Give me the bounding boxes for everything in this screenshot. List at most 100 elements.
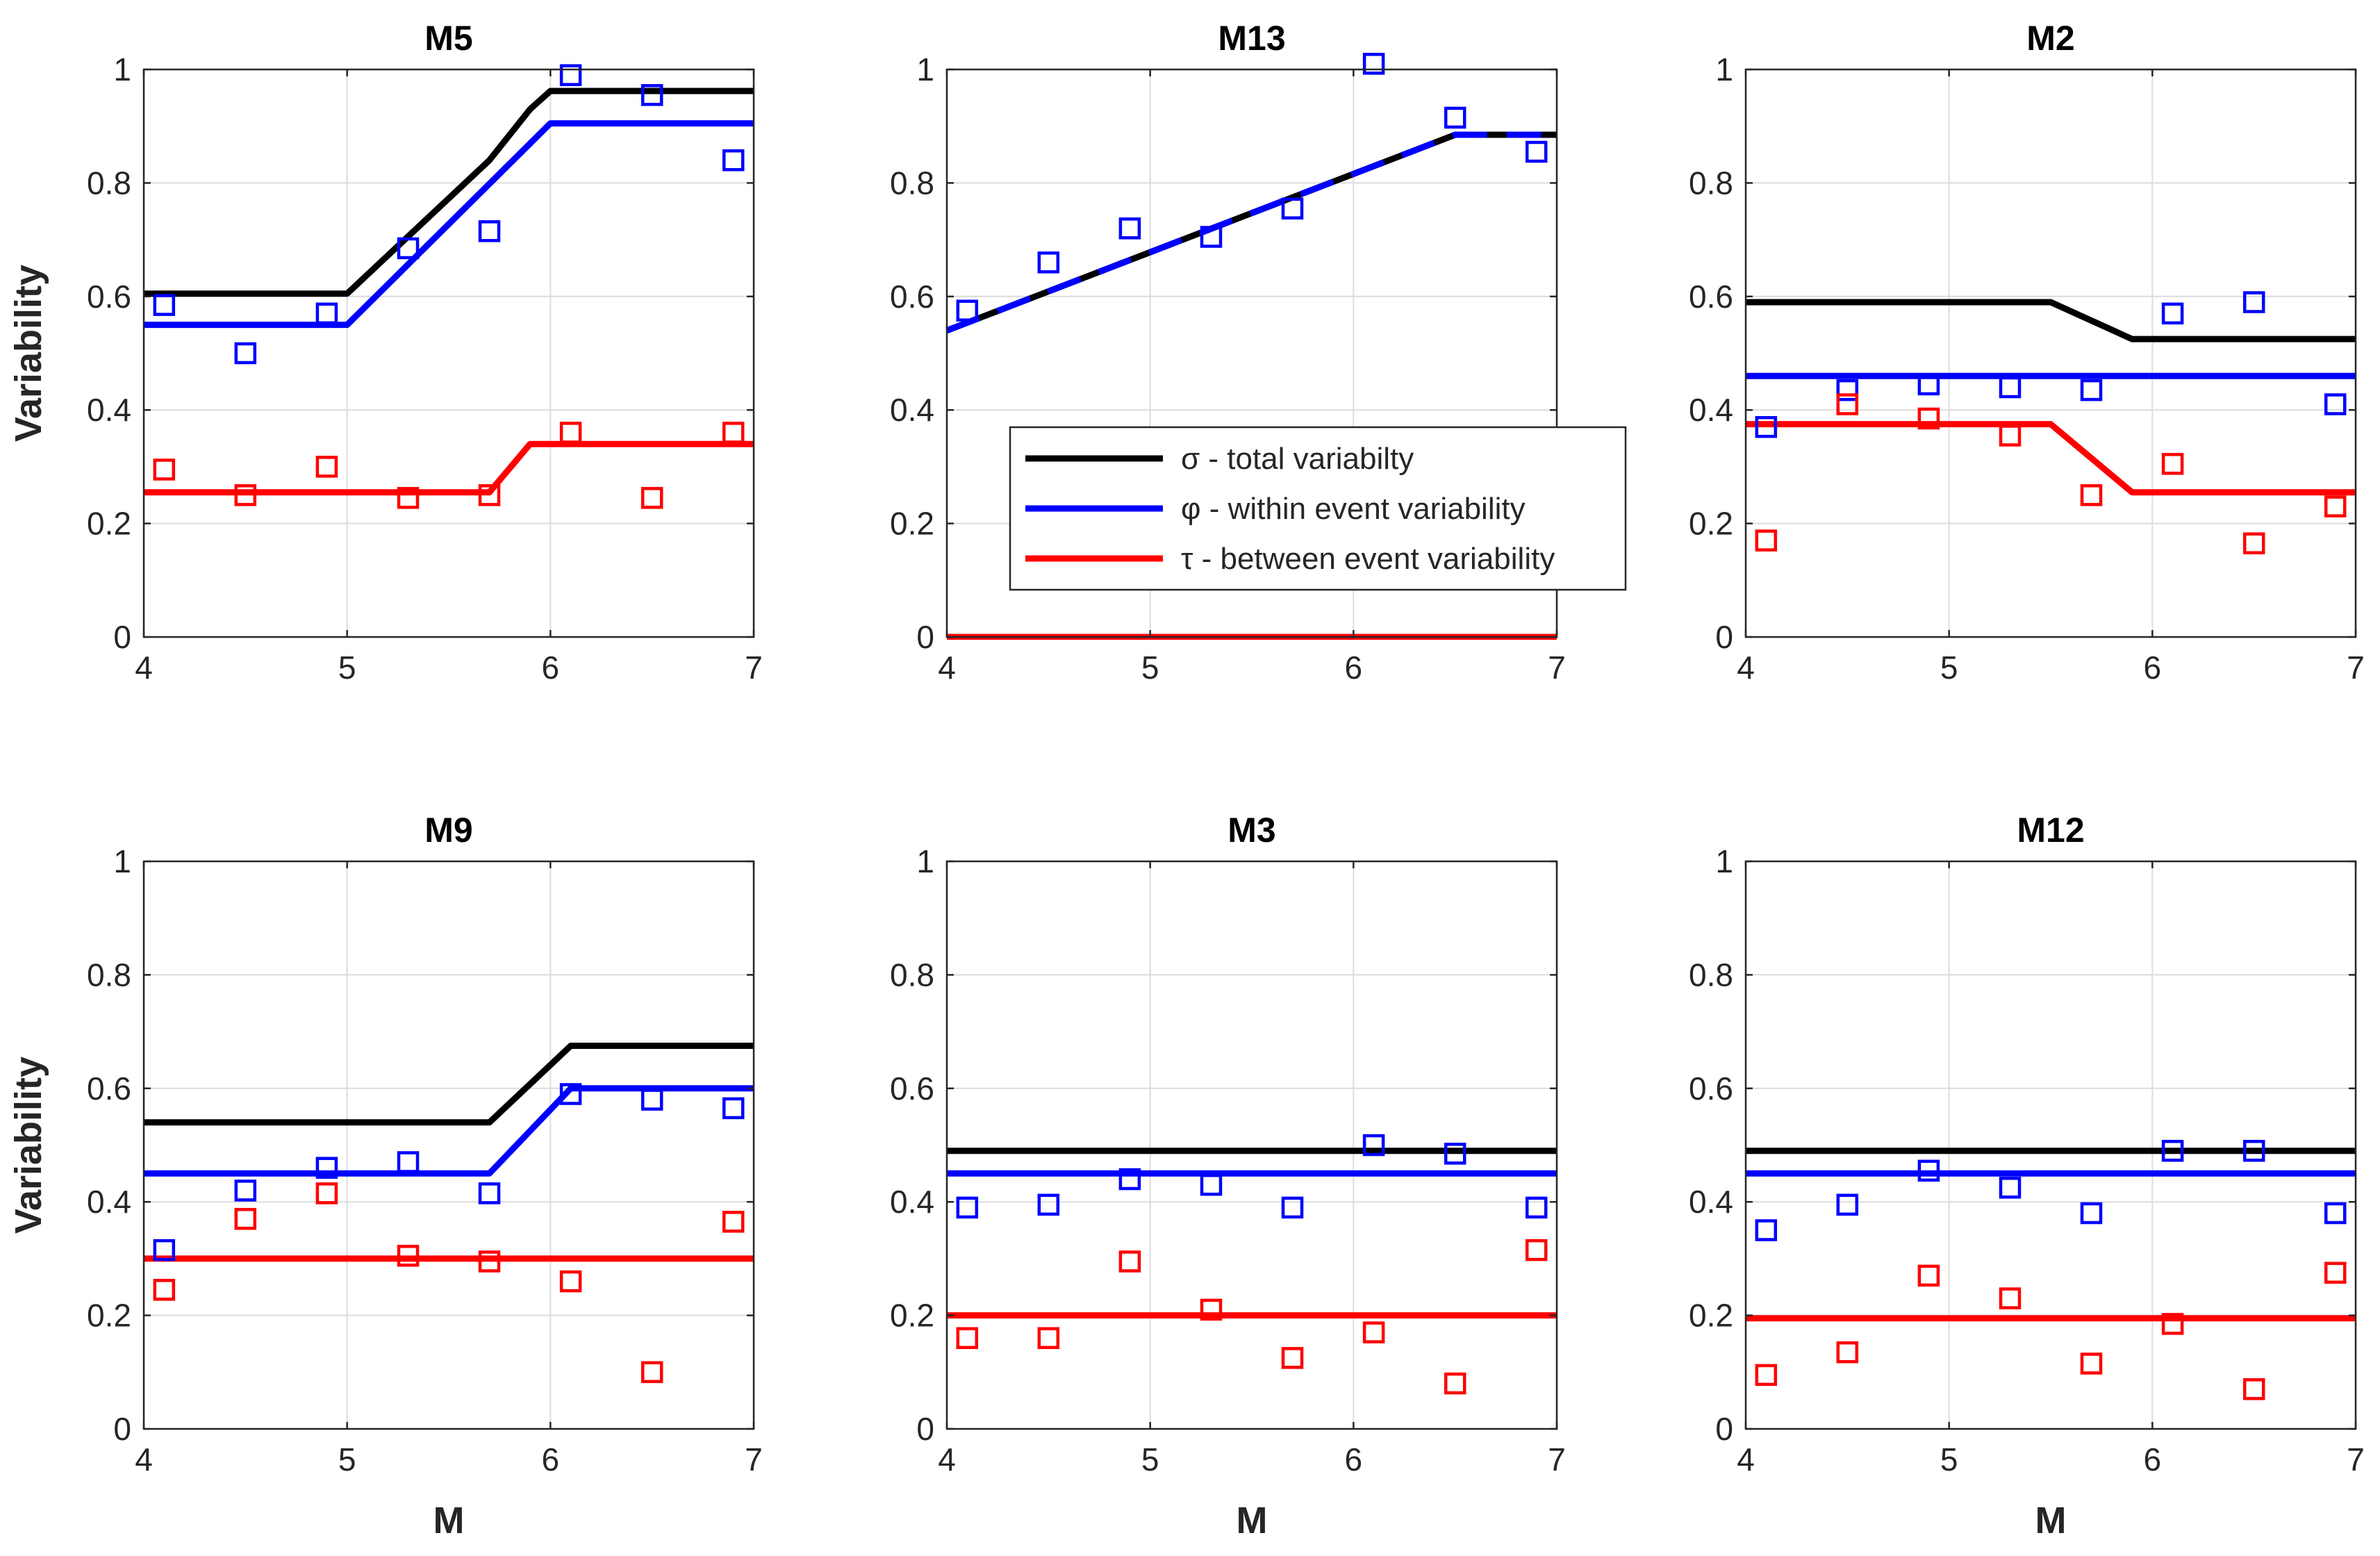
x-tick-label: 7 [2347,1441,2365,1478]
y-tick-label: 0.6 [890,1070,934,1107]
data-point-tau [1836,393,1859,415]
y-tick-label: 1 [1715,51,1733,88]
data-point-phi [2242,1139,2265,1162]
data-point-tau [2161,453,2184,475]
axes-box [945,860,1558,1430]
data-point-tau [2080,484,2103,506]
x-tick-label: 5 [1141,1441,1159,1478]
x-tick-label: 5 [338,1441,356,1478]
data-point-tau [1836,1341,1859,1364]
data-point-phi [1836,379,1859,402]
data-point-phi [397,1151,420,1173]
data-point-tau [1281,1347,1304,1369]
x-tick-label: 5 [1141,649,1159,686]
x-tick-label: 7 [2347,649,2365,686]
x-tick-label: 7 [745,1441,763,1478]
data-point-tau [1999,1287,2022,1309]
y-tick-label: 0 [916,619,934,655]
data-layer [947,1134,1557,1395]
y-tick-label: 1 [916,843,934,879]
x-tick-label: 7 [1548,1441,1566,1478]
x-tick-label: 6 [1345,1441,1363,1478]
x-tick-label: 5 [1940,649,1958,686]
data-point-tau [1037,1327,1060,1350]
x-tick-label: 4 [1737,649,1755,686]
y-tick-label: 0 [113,1411,131,1447]
panel-title: M12 [2017,811,2084,850]
y-axis-label: Variability [8,265,49,442]
data-point-phi [2080,1202,2103,1225]
data-point-tau [2324,1261,2347,1284]
data-point-tau [1917,407,1940,430]
data-point-phi [2161,302,2184,325]
panel-title: M13 [1218,19,1285,58]
data-point-phi [234,342,257,365]
y-tick-label: 1 [916,51,934,88]
data-point-phi [315,1157,338,1179]
y-tick-label: 0.6 [1689,279,1733,315]
x-tick-label: 6 [2144,649,2162,686]
data-point-phi [1525,1196,1548,1219]
data-point-phi [1917,373,1940,396]
plot-area [1746,69,2356,637]
legend: σ - total variabilty φ - within event var… [1009,426,1627,591]
data-point-tau [1525,1239,1548,1261]
data-point-phi [1755,415,1778,438]
y-tick-label: 0.4 [1689,1184,1733,1220]
y-tick-label: 0.6 [1689,1070,1733,1107]
data-point-phi [1037,1193,1060,1216]
data-point-tau [1755,1364,1778,1387]
legend-label-sigma: σ - total variabilty [1181,442,1414,476]
data-point-tau [397,487,420,509]
data-point-tau [1200,1298,1223,1321]
panel-m2: 4 5 6 7 0 0.2 0.4 0.6 0.8 1 M2 [1689,19,2365,686]
data-point-tau [153,458,176,481]
data-point-phi [397,237,420,260]
data-point-phi [1755,1219,1778,1241]
x-tick-label: 6 [2144,1441,2162,1478]
data-point-tau [478,1250,501,1273]
data-point-phi [315,302,338,325]
data-point-tau [559,422,582,444]
y-tick-label: 0.6 [890,279,934,315]
data-point-phi [1200,1173,1223,1196]
data-point-phi [153,1239,176,1261]
panel-title: M2 [2026,19,2074,58]
y-tick-label: 1 [1715,843,1733,879]
data-point-phi [559,1083,582,1105]
axes-box [1744,860,2357,1430]
x-axis-label: M [2035,1500,2067,1541]
data-point-phi [1836,1193,1859,1216]
x-tick-label: 4 [135,1441,153,1478]
panel-m3: 4 5 6 7 0 0.2 0.4 0.6 0.8 1 M3 M [890,811,1566,1541]
panel-title: M9 [424,811,472,850]
plot-area [1746,861,2356,1429]
data-point-tau [234,1207,257,1230]
data-point-tau [1917,1264,1940,1287]
panel-m12: 4 5 6 7 0 0.2 0.4 0.6 0.8 1 M12 M [1689,811,2365,1541]
data-point-phi [2242,291,2265,313]
y-tick-label: 0 [1715,619,1733,655]
data-point-phi [1037,251,1060,274]
y-tick-label: 0.8 [890,165,934,201]
series-line-sigma [144,88,754,297]
y-tick-label: 0 [113,619,131,655]
y-tick-label: 0.4 [87,392,131,428]
axes-box [142,860,755,1430]
data-layer [144,1043,754,1384]
panel-title: M5 [424,19,472,58]
x-tick-label: 6 [542,1441,560,1478]
x-tick-label: 6 [1345,649,1363,686]
y-tick-label: 0 [916,1411,934,1447]
data-point-phi [478,1182,501,1205]
data-point-phi [2324,1202,2347,1225]
axes-box [945,68,1558,638]
data-point-phi [1525,140,1548,163]
y-tick-label: 0.6 [87,279,131,315]
data-point-tau [315,456,338,478]
y-tick-label: 1 [113,843,131,879]
y-axis-label: Variability [8,1057,49,1234]
data-point-tau [478,484,501,506]
panel-title: M3 [1228,811,1275,850]
